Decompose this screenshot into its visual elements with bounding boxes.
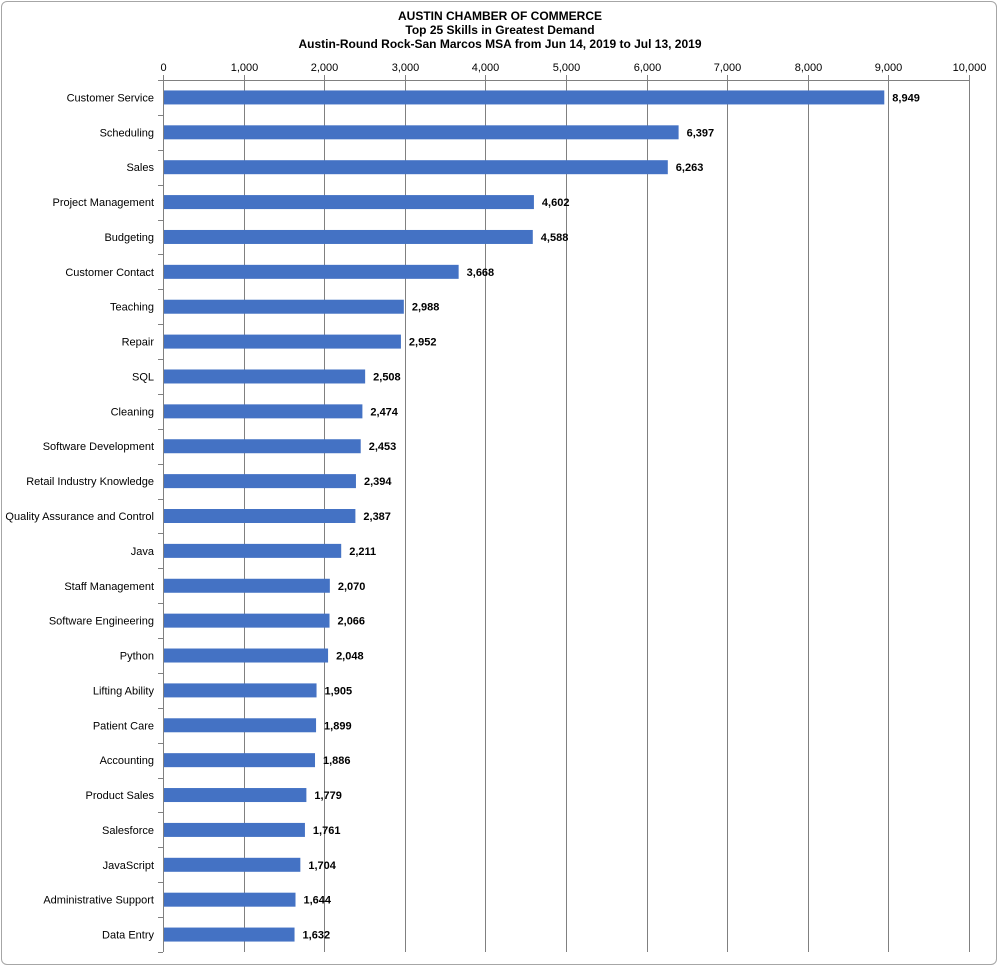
data-label: 2,394	[364, 476, 392, 488]
bar	[164, 788, 307, 803]
category-label: Customer Service	[67, 92, 154, 104]
category-label: Staff Management	[64, 581, 154, 593]
x-axis: 0 1,000 2,000 3,000 4,000 5,000 6,000 7,000 8,00…	[160, 62, 986, 81]
x-tick-label: 9,000	[875, 62, 903, 74]
category-label: Retail Industry Knowledge	[26, 476, 154, 488]
bar	[164, 369, 366, 384]
x-tick-label: 5,000	[553, 62, 581, 74]
bar	[164, 683, 317, 698]
bar	[164, 857, 301, 872]
x-tick-label: 4,000	[472, 62, 500, 74]
x-tick-label: 2,000	[311, 62, 339, 74]
data-labels: 8,949 6,397 6,263 4,602 4,588 3,668 2,988 2,952…	[303, 92, 920, 941]
data-label: 1,761	[313, 825, 341, 837]
bar	[164, 509, 356, 523]
bar	[164, 648, 329, 663]
bar	[164, 125, 679, 140]
data-label: 2,988	[412, 302, 440, 314]
data-label: 8,949	[892, 92, 920, 104]
category-label: Sales	[126, 162, 154, 174]
category-label: Repair	[122, 337, 155, 349]
chart-title-block: AUSTIN CHAMBER OF COMMERCE Top 25 Skills…	[0, 9, 1000, 51]
x-tick-label: 0	[160, 62, 166, 74]
bar	[164, 90, 885, 105]
data-label: 2,453	[369, 441, 397, 453]
bar	[164, 892, 296, 907]
data-label: 3,668	[467, 267, 495, 279]
category-label: Teaching	[110, 302, 154, 314]
category-label: Patient Care	[93, 720, 154, 732]
category-label: Budgeting	[104, 232, 154, 244]
chart-date-range: Austin-Round Rock-San Marcos MSA from Ju…	[298, 37, 702, 51]
data-label: 4,588	[541, 232, 569, 244]
data-label: 1,886	[323, 755, 351, 767]
category-label: Software Engineering	[49, 616, 154, 628]
category-label: Quality Assurance and Control	[5, 511, 154, 523]
category-label: Lifting Ability	[93, 685, 155, 697]
data-label: 2,387	[363, 511, 391, 523]
bar	[164, 229, 533, 244]
category-label: Project Management	[53, 197, 155, 209]
data-label: 4,602	[542, 197, 570, 209]
category-label: Java	[131, 546, 155, 558]
category-label: Accounting	[100, 755, 154, 767]
bar	[164, 404, 363, 419]
data-label: 2,508	[373, 371, 401, 383]
category-label: JavaScript	[103, 860, 154, 872]
category-label: Software Development	[43, 441, 154, 453]
data-label: 1,899	[324, 720, 352, 732]
data-label: 1,779	[314, 790, 342, 802]
bars	[164, 90, 885, 942]
bar	[164, 927, 295, 942]
data-label: 1,632	[303, 930, 331, 942]
x-tick-label: 7,000	[714, 62, 742, 74]
category-label: Product Sales	[86, 790, 155, 802]
bar	[164, 264, 459, 279]
category-axis: Customer Service Scheduling Sales Project M…	[5, 80, 164, 953]
chart-title: AUSTIN CHAMBER OF COMMERCE	[398, 9, 602, 23]
category-label: Customer Contact	[65, 267, 154, 279]
data-label: 2,474	[370, 406, 398, 418]
data-label: 2,952	[409, 337, 437, 349]
bar	[164, 439, 361, 454]
bar	[164, 195, 534, 210]
bar	[164, 543, 342, 558]
category-label: Python	[120, 651, 154, 663]
x-tick-label: 1,000	[231, 62, 259, 74]
bar	[164, 299, 404, 314]
bar	[164, 578, 330, 593]
x-tick-label: 8,000	[795, 62, 823, 74]
data-label: 2,048	[336, 651, 364, 663]
bar	[164, 160, 668, 175]
data-label: 2,066	[338, 616, 366, 628]
bar	[164, 753, 316, 768]
data-label: 6,263	[676, 162, 704, 174]
x-tick-label: 3,000	[392, 62, 420, 74]
data-label: 6,397	[687, 127, 715, 139]
data-label: 1,704	[308, 860, 336, 872]
data-label: 2,070	[338, 581, 366, 593]
bar	[164, 474, 356, 489]
data-label: 1,905	[325, 685, 353, 697]
category-label: SQL	[132, 371, 154, 383]
category-label: Cleaning	[111, 406, 154, 418]
category-label: Scheduling	[100, 127, 154, 139]
bar	[164, 718, 317, 733]
category-label: Administrative Support	[43, 895, 154, 907]
data-label: 1,644	[304, 895, 332, 907]
x-tick-label: 6,000	[634, 62, 662, 74]
chart-subtitle: Top 25 Skills in Greatest Demand	[405, 23, 595, 37]
data-label: 2,211	[349, 546, 376, 558]
bar	[164, 613, 330, 628]
bar	[164, 334, 401, 349]
x-tick-label: 10,000	[953, 62, 987, 74]
category-label: Data Entry	[102, 930, 154, 942]
bar	[164, 822, 305, 837]
category-label: Salesforce	[102, 825, 154, 837]
